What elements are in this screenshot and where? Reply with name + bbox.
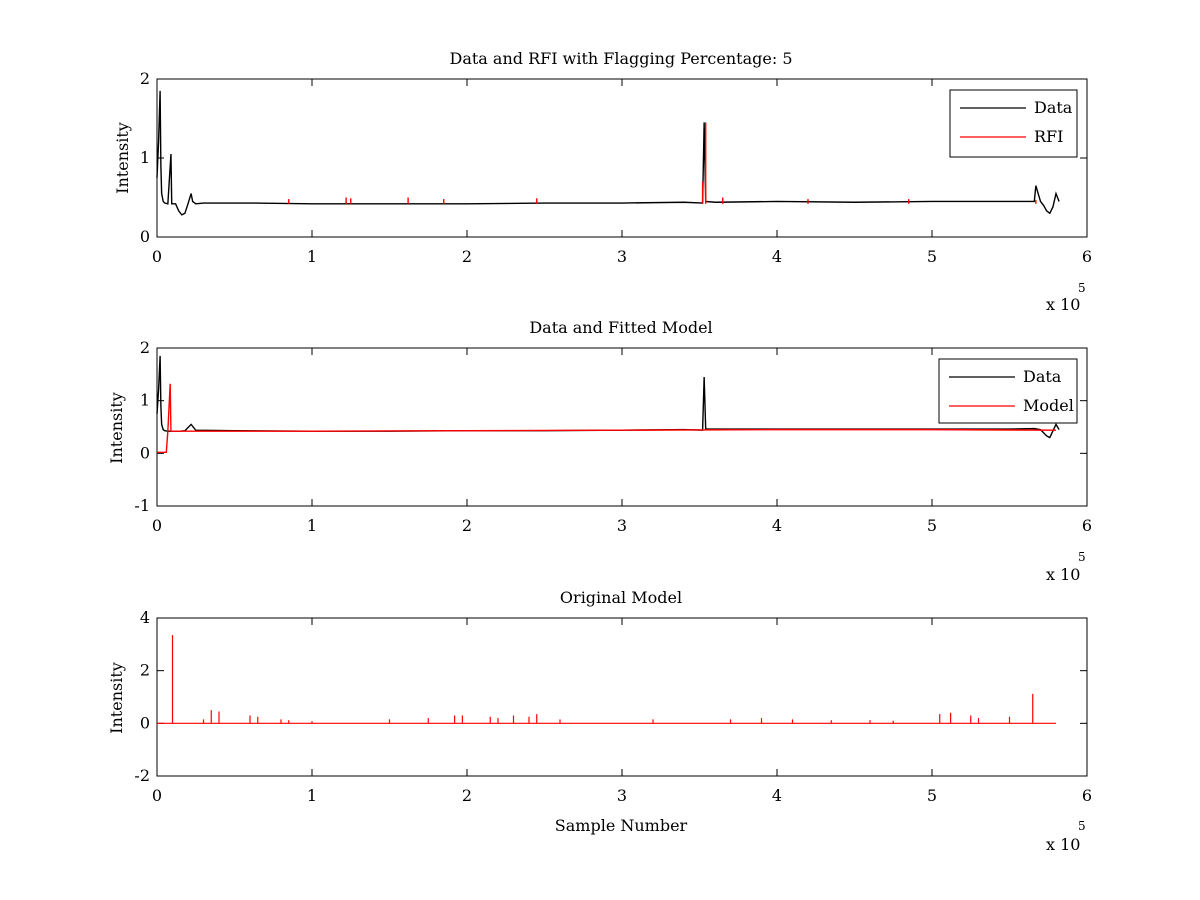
x-tick-label: 0: [152, 516, 162, 535]
panel-2-multiplier-exp: 5: [1078, 550, 1086, 564]
y-tick-label: -2: [134, 766, 150, 785]
panel-1-multiplier-base: x 10: [1046, 295, 1080, 314]
panel-2: Data and Fitted Model Intensity x 10 5: [107, 318, 1086, 584]
panel-1: Data and RFI with Flagging Percentage: 5…: [113, 49, 1086, 314]
legend-box: [938, 358, 1078, 424]
x-tick-label: 3: [617, 786, 627, 805]
legend-label: Data: [1034, 98, 1073, 117]
y-tick-label: 1: [140, 391, 150, 410]
panel-1-multiplier-exp: 5: [1078, 281, 1086, 295]
x-tick-label: 5: [927, 516, 937, 535]
panel-2-series-model-line: [157, 383, 1057, 453]
x-tick-label: 5: [927, 247, 937, 266]
x-tick-label: 1: [307, 516, 317, 535]
panel-1-legend: Data RFI: [949, 89, 1078, 158]
x-tick-label: 5: [927, 786, 937, 805]
x-tick-label: 4: [772, 247, 782, 266]
x-tick-label: 1: [307, 247, 317, 266]
x-tick-label: 4: [772, 786, 782, 805]
x-tick-label: 2: [462, 516, 472, 535]
panel-1-series-rfi: [288, 122, 1037, 204]
panel-2-series-model: [157, 383, 1057, 453]
panel-3-series-model: [157, 635, 1056, 724]
y-tick-label: 0: [140, 227, 150, 246]
panel-1-multiplier: x 10 5: [1046, 281, 1086, 314]
x-tick-label: 1: [307, 786, 317, 805]
panel-3-ylabel: Intensity: [107, 662, 126, 734]
panel-1-axes: 0 1 2 3 4 5 6 0 1 2 Data RFI: [140, 69, 1092, 266]
x-tick-label: 2: [462, 786, 472, 805]
x-tick-label: 0: [152, 247, 162, 266]
legend-label: Data: [1023, 367, 1062, 386]
y-tick-label: 0: [140, 713, 150, 732]
panel-3-multiplier-exp: 5: [1078, 819, 1086, 833]
x-tick-label: 4: [772, 516, 782, 535]
panel-3-multiplier: x 10 5: [1046, 819, 1086, 854]
x-tick-label: 3: [617, 516, 627, 535]
x-tick-label: 6: [1082, 247, 1092, 266]
y-tick-label: 1: [140, 148, 150, 167]
panel-2-legend: Data Model: [938, 358, 1078, 424]
x-tick-label: 2: [462, 247, 472, 266]
x-tick-label: 6: [1082, 516, 1092, 535]
panel-3: Original Model Intensity Sample Number x…: [107, 588, 1086, 854]
x-tick-label: 0: [152, 786, 162, 805]
legend-label: Model: [1023, 396, 1074, 415]
y-tick-label: 2: [140, 69, 150, 88]
panel-3-title: Original Model: [560, 588, 682, 607]
panel-1-title: Data and RFI with Flagging Percentage: 5: [449, 49, 792, 68]
panel-2-multiplier: x 10 5: [1046, 550, 1086, 584]
legend-label: RFI: [1034, 127, 1063, 146]
panel-3-xlabel: Sample Number: [555, 816, 688, 835]
x-tick-label: 3: [617, 247, 627, 266]
y-tick-label: 2: [140, 661, 150, 680]
panel-2-multiplier-base: x 10: [1046, 565, 1080, 584]
legend-box: [949, 89, 1078, 158]
y-tick-label: 0: [140, 443, 150, 462]
panel-2-title: Data and Fitted Model: [529, 318, 712, 337]
y-tick-label: 4: [140, 608, 150, 627]
panel-2-ylabel: Intensity: [107, 392, 126, 464]
y-tick-label: 2: [140, 338, 150, 357]
panel-1-ylabel: Intensity: [113, 122, 132, 194]
x-tick-label: 6: [1082, 786, 1092, 805]
panel-3-multiplier-base: x 10: [1046, 835, 1080, 854]
y-tick-label: -1: [134, 496, 150, 515]
